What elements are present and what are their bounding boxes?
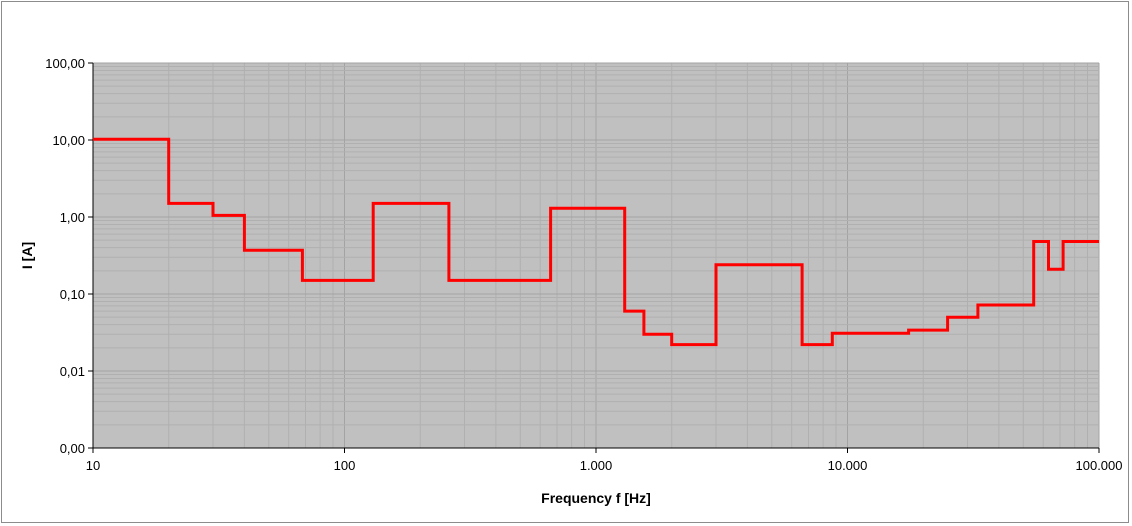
- x-tick-label: 10: [86, 458, 100, 473]
- y-tick-label: 100,00: [45, 56, 85, 71]
- y-tick-label: 0,00: [60, 441, 85, 456]
- y-tick-label: 0,01: [60, 364, 85, 379]
- x-tick-label: 100.000: [1076, 458, 1123, 473]
- series-line: [93, 137, 1099, 347]
- grid-lines: [92, 62, 1100, 449]
- y-tick-label: 1,00: [60, 210, 85, 225]
- x-tick-label: 1.000: [580, 458, 613, 473]
- series-layer: [93, 137, 1099, 347]
- x-axis-title: Frequency f [Hz]: [541, 490, 651, 506]
- x-tick-label: 10.000: [828, 458, 868, 473]
- tick-labels: 0,00 0,01 0,10 1,00 10,00 100,00 10 100 1.000 10.…: [45, 56, 1122, 473]
- y-tick-label: 0,10: [60, 287, 85, 302]
- axes: [88, 62, 1100, 453]
- y-tick-label: 10,00: [52, 133, 85, 148]
- y-axis-title: I [A]: [19, 242, 35, 269]
- x-tick-label: 100: [334, 458, 356, 473]
